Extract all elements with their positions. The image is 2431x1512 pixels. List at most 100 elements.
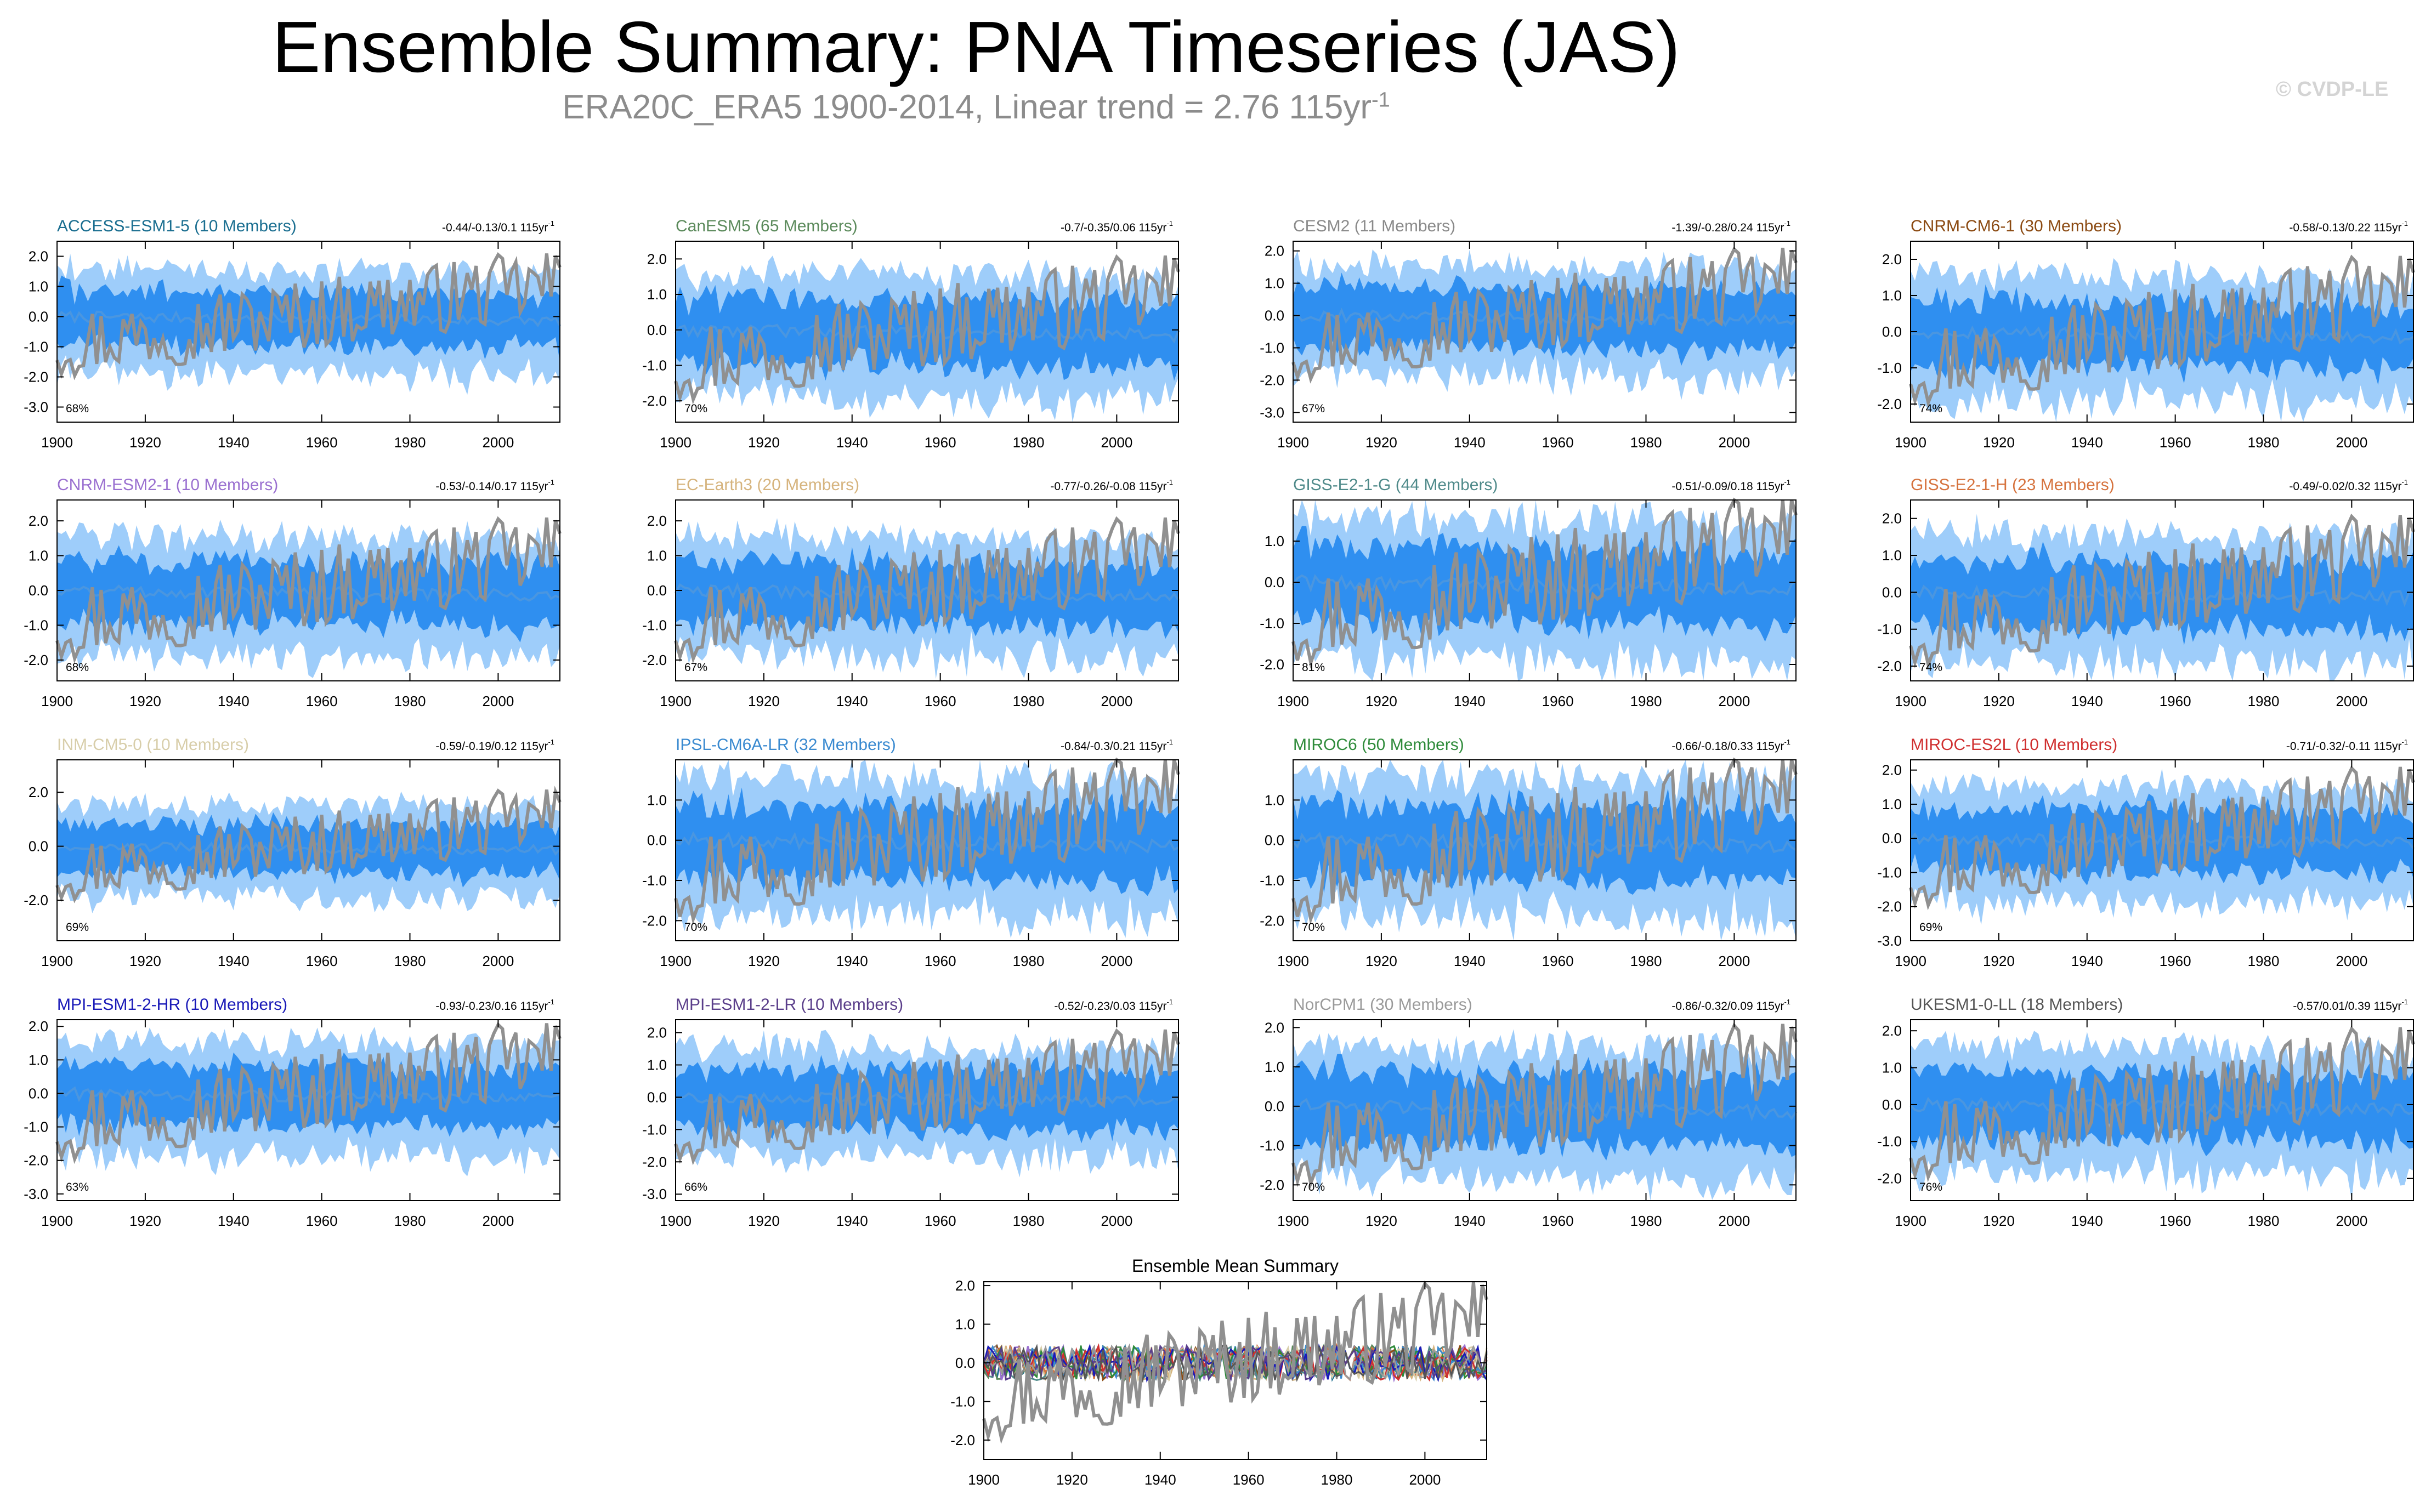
x-tick-label: 1920	[1365, 1213, 1397, 1229]
inner-spread-band	[1911, 1060, 2413, 1157]
percent-label: 70%	[684, 921, 707, 934]
y-tick-label: 2.0	[1882, 762, 1902, 778]
y-tick-label: -2.0	[1877, 658, 1902, 674]
y-tick-label: -2.0	[24, 369, 48, 385]
trend-range-exponent: -1	[1784, 478, 1790, 486]
percent-label: 66%	[684, 1181, 707, 1193]
trend-range-text: -1.39/-0.28/0.24 115yr	[1671, 221, 1784, 234]
y-tick-label: -1.0	[24, 1119, 48, 1135]
panel-frame	[983, 1281, 1487, 1460]
trend-range-label: -0.58/-0.13/0.22 115yr-1	[2289, 219, 2408, 234]
x-tick-label: 1940	[1454, 693, 1486, 709]
percent-label: 68%	[66, 402, 89, 415]
panel-11: MIROC-ES2L (10 Members) -0.71/-0.32/-0.11…	[1877, 736, 2415, 969]
trend-range-label: -0.86/-0.32/0.09 115yr-1	[1671, 998, 1790, 1013]
trend-range-label: -0.71/-0.32/-0.11 115yr-1	[2286, 738, 2408, 753]
x-tick-label: 2000	[1718, 693, 1750, 709]
panel-title: CNRM-ESM2-1 (10 Members)	[57, 476, 278, 494]
x-tick-label: 1920	[1983, 693, 2015, 709]
y-tick-label: 1.0	[1882, 287, 1902, 304]
panel-frame	[56, 241, 560, 423]
panel-frame	[1293, 241, 1797, 423]
trend-range-label: -0.44/-0.13/0.1 115yr-1	[442, 219, 554, 234]
panel-4: CNRM-ESM2-1 (10 Members) -0.53/-0.14/0.17…	[24, 476, 562, 709]
y-tick-label: -2.0	[24, 652, 48, 668]
panel-title: CanESM5 (65 Members)	[676, 217, 858, 235]
trend-range-text: -0.59/-0.19/0.12 115yr	[435, 740, 548, 753]
panel-title: Ensemble Mean Summary	[1132, 1256, 1339, 1276]
x-tick-label: 1960	[306, 434, 338, 451]
trend-range-exponent: -1	[2401, 478, 2408, 486]
trend-range-text: -0.93/-0.23/0.16 115yr	[435, 1000, 548, 1013]
panel-16: Ensemble Mean Summary 2.0 1.0 0.0 -1.0 -2.0 19…	[950, 1256, 1488, 1488]
y-tick-label: 1.0	[647, 1057, 667, 1073]
x-tick-label: 1900	[1277, 693, 1309, 709]
trend-range-label: -0.52/-0.23/0.03 115yr-1	[1054, 998, 1173, 1013]
x-tick-label: 1980	[394, 953, 426, 969]
y-tick-label: -3.0	[24, 1186, 48, 1202]
percent-label: 70%	[1302, 921, 1325, 934]
y-tick-label: -2.0	[1260, 372, 1284, 388]
y-tick-label: 2.0	[647, 1025, 667, 1041]
x-tick-label: 1900	[660, 693, 692, 709]
trend-range-label: -1.39/-0.28/0.24 115yr-1	[1671, 219, 1790, 234]
observation-line	[1291, 246, 1798, 384]
percent-label: 67%	[684, 661, 707, 674]
x-tick-label: 1960	[2160, 434, 2191, 451]
y-tick-label: -2.0	[1877, 899, 1902, 915]
trend-range-text: -0.53/-0.14/0.17 115yr	[435, 480, 548, 493]
panel-title: NorCPM1 (30 Members)	[1293, 996, 1472, 1014]
x-tick-label: 1920	[1056, 1471, 1088, 1488]
y-tick-label: -2.0	[642, 393, 667, 409]
x-tick-label: 1980	[1630, 953, 1662, 969]
trend-range-exponent: -1	[548, 998, 554, 1006]
y-tick-label: -1.0	[1260, 615, 1284, 632]
percent-label: 69%	[66, 921, 89, 934]
x-tick-label: 1920	[1365, 693, 1397, 709]
x-tick-label: 1920	[748, 693, 780, 709]
x-tick-label: 1960	[1542, 1213, 1574, 1229]
y-tick-label: -2.0	[1260, 1176, 1284, 1193]
panel-10: MIROC6 (50 Members) -0.66/-0.18/0.33 115y…	[1260, 736, 1798, 969]
y-tick-label: 0.0	[647, 582, 667, 599]
y-tick-label: -2.0	[24, 1152, 48, 1169]
trend-range-exponent: -1	[2401, 738, 2408, 746]
panel-2: CESM2 (11 Members) -1.39/-0.28/0.24 115yr…	[1260, 217, 1798, 451]
x-tick-label: 1940	[836, 434, 868, 451]
x-tick-label: 1920	[1365, 953, 1397, 969]
x-tick-label: 1940	[1144, 1471, 1176, 1488]
x-tick-label: 1960	[925, 434, 956, 451]
y-tick-label: 0.0	[647, 832, 667, 849]
trend-range-exponent: -1	[2401, 998, 2408, 1006]
panel-7: GISS-E2-1-H (23 Members) -0.49/-0.02/0.32…	[1877, 476, 2415, 709]
x-tick-label: 2000	[1101, 693, 1132, 709]
x-tick-label: 2000	[2336, 953, 2367, 969]
x-tick-label: 1920	[129, 1213, 161, 1229]
y-tick-label: 2.0	[1882, 1022, 1902, 1039]
y-tick-label: -1.0	[24, 617, 48, 633]
observation-line	[1909, 254, 2415, 408]
y-tick-label: -3.0	[1260, 404, 1284, 420]
x-tick-label: 1960	[1233, 1471, 1265, 1488]
x-tick-label: 1920	[1983, 1213, 2015, 1229]
trend-range-exponent: -1	[1166, 738, 1173, 746]
x-tick-label: 1980	[2248, 434, 2280, 451]
trend-range-text: -0.84/-0.3/0.21 115yr	[1061, 740, 1166, 753]
y-tick-label: -1.0	[24, 339, 48, 355]
y-tick-label: 2.0	[29, 248, 48, 265]
observation-line	[1291, 757, 1798, 925]
x-tick-label: 1900	[1895, 953, 1926, 969]
percent-label: 68%	[66, 661, 89, 674]
y-tick-label: 1.0	[1882, 547, 1902, 564]
observation-line	[674, 516, 1180, 664]
panel-title: GISS-E2-1-G (44 Members)	[1293, 476, 1498, 494]
y-tick-label: 0.0	[1882, 1096, 1902, 1113]
x-tick-label: 1940	[2071, 953, 2103, 969]
y-tick-label: 0.0	[1265, 308, 1284, 324]
inner-spread-band	[676, 544, 1178, 640]
y-tick-label: -1.0	[950, 1393, 975, 1409]
trend-range-text: -0.58/-0.13/0.22 115yr	[2289, 221, 2401, 234]
panel-1: CanESM5 (65 Members) -0.7/-0.35/0.06 115y…	[642, 217, 1180, 451]
panel-title: MIROC-ES2L (10 Members)	[1911, 736, 2117, 754]
trend-range-exponent: -1	[1166, 219, 1173, 228]
